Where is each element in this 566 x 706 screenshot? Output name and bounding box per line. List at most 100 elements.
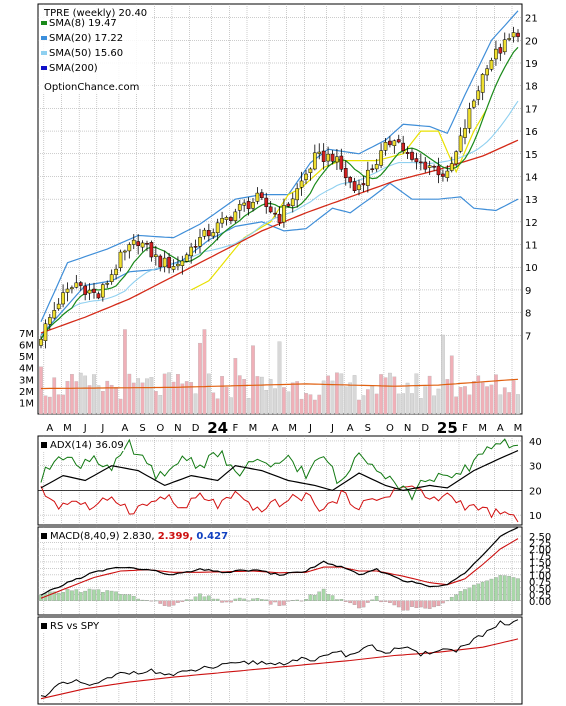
x-axis-label: O (386, 423, 394, 434)
candle-body (233, 211, 238, 222)
volume-bar (471, 380, 476, 415)
volume-bar (43, 395, 48, 415)
x-axis-label: A (497, 423, 504, 434)
macd-histogram-bar (92, 589, 96, 601)
volume-bar (220, 376, 224, 415)
candle-body (118, 251, 123, 268)
candle-body (330, 153, 335, 162)
volume-bar (47, 396, 52, 415)
macd-histogram-bar (100, 592, 105, 601)
macd-histogram-bar (396, 600, 401, 608)
macd-histogram-bar (343, 600, 348, 602)
macd-histogram-bar (211, 598, 216, 601)
x-axis-label: 25 (437, 419, 458, 437)
candle-body (206, 230, 211, 237)
candle-body (220, 218, 224, 224)
macd-histogram-bar (167, 600, 171, 607)
candle-body (312, 152, 317, 170)
macd-histogram-bar (516, 578, 520, 601)
macd-histogram-bar (220, 600, 224, 603)
price-tick-label: 8 (525, 309, 531, 320)
volume-bar (61, 394, 65, 415)
volume-bar (343, 386, 348, 415)
volume-bar (268, 379, 273, 415)
price-tick-label: 15 (525, 150, 538, 161)
macd-histogram-bar (392, 600, 397, 606)
volume-bar (392, 376, 397, 415)
volume-bar (458, 387, 463, 415)
macd-histogram-bar (370, 599, 375, 601)
x-axis-label: F (462, 423, 468, 434)
x-axis-label: N (174, 423, 181, 434)
macd-histogram-bar (74, 589, 79, 601)
candle-body (202, 229, 207, 237)
candle-body (56, 303, 61, 310)
macd-histogram-bar (405, 600, 410, 611)
macd-histogram-bar (162, 600, 167, 606)
candle-body (198, 237, 202, 247)
macd-histogram-bar (317, 591, 322, 601)
macd-signal-value: 2.399, (158, 531, 193, 542)
price-tick-label: 17 (525, 104, 538, 115)
macd-histogram-bar (312, 594, 317, 601)
candle-body (357, 184, 361, 190)
adx-title: ADX(14) 36.09 (50, 440, 124, 451)
x-axis-label: J (100, 423, 104, 434)
volume-bar (304, 393, 308, 415)
candle-body (436, 165, 441, 176)
adx-tick-label: 40 (529, 437, 542, 448)
volume-bar (206, 373, 211, 415)
candle-body (348, 177, 353, 183)
volume-bar (494, 374, 498, 415)
legend-label: SMA(200) (49, 63, 98, 74)
candle-body (343, 168, 348, 178)
macd-histogram-bar (427, 600, 432, 609)
macd-histogram-bar (180, 600, 185, 602)
x-axis-label: J (83, 423, 87, 434)
macd-histogram-bar (131, 595, 136, 601)
x-axis: A M J J A S O N D 24 F M A M J J A S O N D 25 F M A M (46, 419, 522, 437)
macd-histogram-bar (96, 589, 101, 601)
macd-tick-label: 1.75 (529, 551, 551, 562)
macd-signal-line (40, 538, 519, 599)
candle-body (489, 60, 494, 70)
macd-histogram-bar (136, 598, 141, 601)
adx-legend-bg (40, 438, 124, 451)
candle-body (100, 284, 105, 298)
candle-body (485, 68, 489, 76)
macd-histogram-bar (171, 600, 176, 606)
volume-bar (224, 387, 229, 415)
macd-tick-label: 0.75 (529, 577, 551, 588)
candle-body (458, 135, 463, 152)
macd-histogram-bar (251, 598, 255, 601)
candle-body (494, 48, 498, 60)
volume-bar (65, 381, 70, 415)
candle-body (255, 192, 260, 202)
x-axis-label: M (249, 423, 258, 434)
volume-bar (83, 375, 88, 415)
macd-histogram-bar (184, 599, 189, 601)
x-axis-label: M (478, 423, 487, 434)
volume-bar (317, 394, 322, 415)
volume-bar (476, 375, 481, 415)
macd-histogram-bar (70, 590, 74, 601)
candle-body (189, 246, 194, 257)
plus-di-line (40, 438, 519, 501)
candle-body (317, 151, 322, 154)
candle-body (304, 173, 308, 180)
volume-bar (299, 398, 304, 415)
macd-histogram-bar (449, 596, 454, 601)
macd-histogram-bar (149, 600, 154, 602)
volume-bar (330, 380, 335, 415)
macd-histogram-bar (467, 587, 472, 601)
volume-bar (158, 395, 163, 415)
volume-bar (485, 386, 489, 415)
volume-bar (246, 398, 251, 415)
macd-histogram-bar (56, 592, 61, 601)
volume-bar (105, 380, 110, 415)
x-axis-label: F (232, 423, 238, 434)
volume-tick-label: 2M (19, 387, 34, 398)
x-axis-label: N (404, 423, 411, 434)
volume-bar (480, 382, 485, 415)
